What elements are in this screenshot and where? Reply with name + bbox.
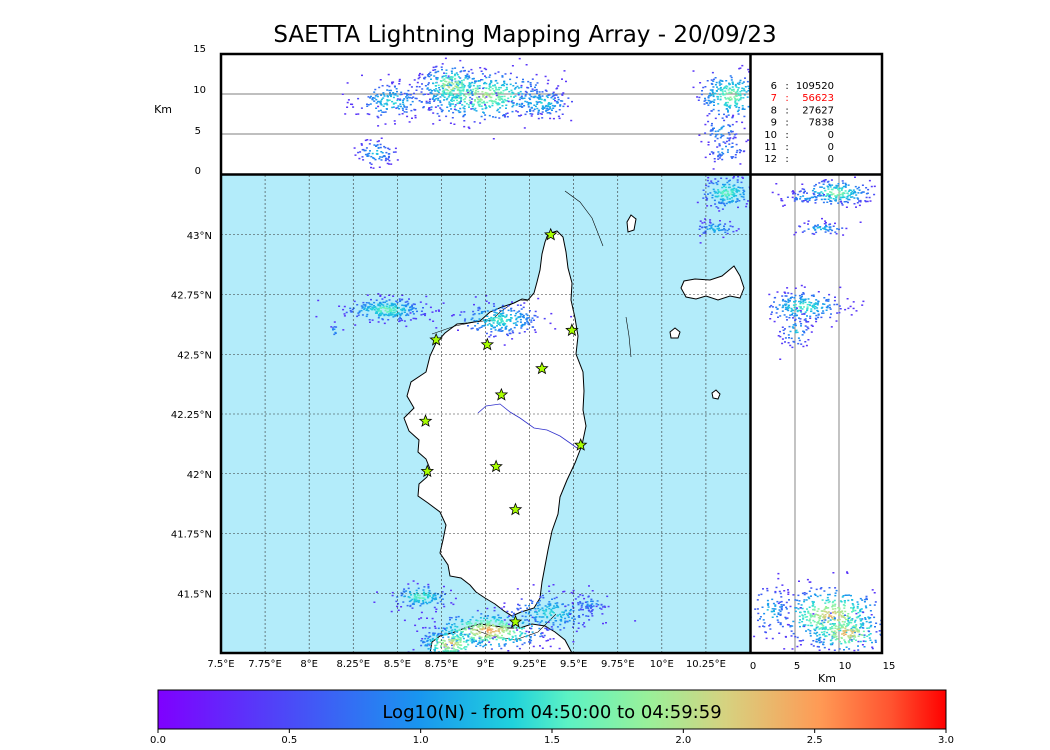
- count-separator: :: [785, 118, 788, 129]
- colorbar-tick-label: 0.0: [150, 735, 166, 746]
- alt-tick-5: 5: [195, 126, 201, 137]
- admin-boundary: [431, 299, 529, 335]
- side-tick-10: 10: [839, 661, 852, 672]
- colorbar: 0.0 0.5 1.0 1.5 2.0 2.5 3.0: [150, 689, 954, 746]
- count-value: 7838: [809, 118, 834, 129]
- station-star: [508, 502, 523, 516]
- colorbar-tick-label: 1.5: [544, 735, 560, 746]
- map-density-layer: [315, 175, 750, 653]
- count-altitude: 12: [764, 154, 777, 165]
- map-panel: 7.5°E 7.75°E 8°E 8.25°E 8.5°E 8.75°E 9°E 9.25°E…: [171, 175, 750, 670]
- count-altitude: 7: [771, 93, 777, 104]
- lon-tick-label: 9°E: [477, 659, 495, 670]
- offshore-line: [625, 316, 632, 358]
- station-star: [418, 414, 433, 427]
- lat-tick-label: 42.75°N: [171, 291, 212, 302]
- lon-tick-labels: 7.5°E 7.75°E 8°E 8.25°E 8.5°E 8.75°E 9°E 9.25°E…: [207, 659, 726, 670]
- river: [477, 403, 578, 449]
- station-star: [489, 459, 503, 473]
- count-separator: :: [785, 130, 788, 141]
- count-separator: :: [785, 105, 788, 116]
- montecristo-island: [711, 389, 721, 400]
- station-star: [494, 387, 509, 401]
- lon-tick-label: 8.5°E: [384, 659, 411, 670]
- colorbar-tick-label: 0.5: [281, 735, 297, 746]
- count-altitude: 8: [771, 105, 777, 116]
- count-value: 56623: [802, 93, 834, 104]
- count-altitude: 6: [771, 81, 777, 92]
- station-star: [543, 227, 558, 241]
- count-altitude: 9: [771, 118, 777, 129]
- lat-tick-label: 41.75°N: [171, 530, 212, 541]
- count-value: 0: [828, 154, 834, 165]
- station-star: [508, 614, 523, 628]
- colorbar-tick-label: 1.0: [413, 735, 429, 746]
- colorbar-ticks: 0.0 0.5 1.0 1.5 2.0 2.5 3.0: [150, 729, 954, 746]
- count-altitude: 11: [764, 142, 777, 153]
- side-tick-15: 15: [883, 661, 896, 672]
- side-tick-0: 0: [750, 661, 756, 672]
- elba-island: [680, 265, 745, 301]
- lon-tick-label: 8.25°E: [336, 659, 370, 670]
- station-star: [429, 332, 443, 346]
- count-separator: :: [785, 142, 788, 153]
- alt-tick-10: 10: [193, 85, 206, 96]
- lon-tick-label: 7.75°E: [248, 659, 282, 670]
- lat-tick-label: 43°N: [187, 231, 212, 242]
- lon-tick-label: 10.25°E: [686, 659, 726, 670]
- station-markers: [418, 227, 588, 628]
- side-tick-5: 5: [794, 661, 800, 672]
- station-star: [565, 323, 579, 337]
- lat-tick-label: 41.5°N: [177, 589, 212, 600]
- lon-tick-label: 8°E: [300, 659, 318, 670]
- lon-tick-label: 10°E: [650, 659, 674, 670]
- count-value: 0: [828, 142, 834, 153]
- alt-axis-label: Km: [154, 103, 172, 116]
- lat-tick-label: 42.25°N: [171, 410, 212, 421]
- lon-tick-label: 7.5°E: [207, 659, 234, 670]
- station-star: [535, 361, 549, 375]
- station-star: [480, 337, 495, 351]
- altitude-panel: 15 10 5 0 Km: [154, 44, 750, 177]
- lat-tick-label: 42°N: [187, 470, 212, 481]
- alt-tick-0: 0: [195, 166, 201, 177]
- station-star: [573, 437, 588, 451]
- altitude-density-layer: [341, 57, 750, 170]
- lon-tick-label: 9.25°E: [513, 659, 547, 670]
- lon-tick-label: 9.75°E: [601, 659, 635, 670]
- count-separator: :: [785, 154, 788, 165]
- count-separator: :: [785, 81, 788, 92]
- lon-tick-label: 8.75°E: [425, 659, 459, 670]
- lon-tick-label: 9.5°E: [560, 659, 587, 670]
- colorbar-gradient: [157, 689, 947, 730]
- count-value: 109520: [796, 81, 834, 92]
- station-star: [420, 464, 435, 478]
- lat-tick-label: 42.5°N: [177, 350, 212, 361]
- offshore-line: [469, 613, 557, 641]
- side-panel: 0 5 10 15 Km: [750, 175, 896, 685]
- count-altitude: 10: [764, 130, 777, 141]
- panel-frames: [219, 52, 884, 655]
- map-gridlines: [221, 175, 750, 653]
- main-title: SAETTA Lightning Mapping Array - 20/09/2…: [273, 22, 777, 48]
- alt-tick-15: 15: [193, 44, 206, 55]
- count-separator: :: [785, 93, 788, 104]
- colorbar-tick-label: 2.5: [807, 735, 823, 746]
- offshore-line: [564, 190, 604, 247]
- pianosa-island: [669, 327, 681, 339]
- colorbar-tick-label: 3.0: [938, 735, 954, 746]
- capraia-island: [626, 214, 637, 233]
- count-value: 0: [828, 130, 834, 141]
- colorbar-tick-label: 2.0: [675, 735, 691, 746]
- count-value: 27627: [802, 105, 834, 116]
- lat-tick-labels: 43°N 42.75°N 42.5°N 42.25°N 42°N 41.75°N 41.5°…: [171, 231, 212, 601]
- side-axis-label: Km: [818, 672, 836, 685]
